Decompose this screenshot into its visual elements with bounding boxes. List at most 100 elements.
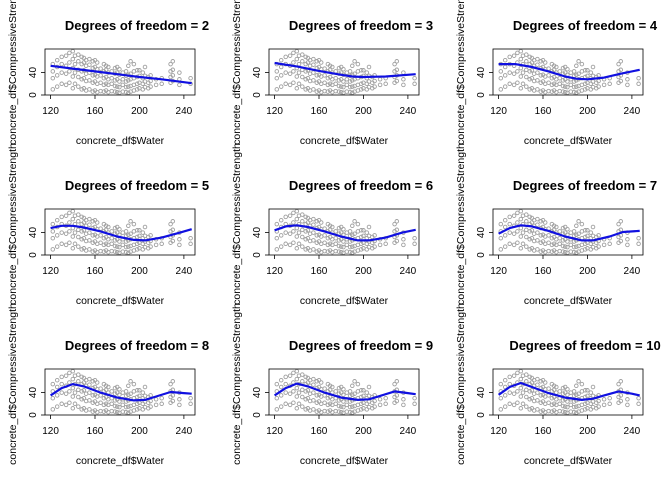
data-point — [518, 56, 524, 62]
data-point — [336, 409, 342, 414]
data-point — [291, 210, 296, 216]
data-point — [366, 64, 372, 70]
data-point — [63, 402, 69, 408]
data-point — [103, 74, 109, 80]
y-axis-label: concrete_df$CompressiveStrength — [231, 303, 243, 465]
data-point — [76, 379, 81, 384]
data-point — [562, 89, 568, 95]
data-point — [518, 385, 524, 391]
data-point — [527, 397, 532, 402]
data-point — [87, 78, 92, 83]
data-point — [314, 249, 320, 254]
data-point — [112, 385, 118, 391]
data-point — [140, 247, 146, 252]
data-point — [588, 81, 594, 87]
data-point — [59, 214, 64, 220]
data-point — [153, 82, 159, 88]
data-point — [294, 48, 300, 54]
data-point — [535, 87, 540, 92]
data-point — [535, 238, 540, 243]
data-point — [123, 239, 129, 244]
data-point — [585, 73, 590, 79]
data-point — [128, 59, 133, 64]
data-point — [538, 249, 544, 254]
data-point — [63, 71, 69, 76]
data-point — [571, 69, 577, 74]
data-point — [148, 84, 153, 89]
data-point — [333, 235, 338, 241]
data-point — [76, 219, 81, 224]
data-point — [557, 75, 562, 81]
data-point — [401, 397, 406, 402]
data-point — [515, 240, 520, 245]
data-point — [291, 80, 296, 85]
data-point — [287, 213, 293, 218]
data-point — [112, 83, 118, 89]
data-point — [109, 241, 114, 247]
data-point — [540, 399, 546, 404]
data-point — [377, 77, 383, 82]
data-point — [291, 60, 296, 65]
data-point — [527, 389, 532, 394]
data-point — [303, 389, 308, 394]
data-point — [568, 402, 574, 408]
data-point — [394, 398, 400, 404]
data-point — [76, 227, 81, 233]
y-tick-label: 40 — [28, 227, 39, 239]
data-point — [278, 84, 284, 89]
data-point — [524, 84, 529, 89]
data-point — [565, 244, 570, 250]
data-point — [123, 89, 129, 95]
data-point — [616, 61, 621, 67]
data-point — [515, 50, 520, 56]
data-point — [92, 57, 98, 63]
data-point — [576, 391, 581, 396]
data-point — [518, 376, 524, 382]
data-point — [518, 406, 524, 411]
data-point — [350, 90, 355, 96]
data-point — [322, 233, 327, 238]
data-point — [300, 74, 305, 80]
panel-6: Degrees of freedom = 7 120 160 200 240 0 40 con… — [455, 143, 657, 307]
fit-line — [498, 224, 640, 242]
data-point — [557, 81, 562, 87]
data-point — [137, 68, 142, 73]
data-point — [314, 400, 320, 405]
data-point — [54, 377, 60, 383]
data-point — [114, 249, 120, 255]
data-point — [588, 87, 594, 92]
data-point — [502, 384, 508, 390]
data-point — [601, 397, 607, 402]
data-point — [327, 74, 333, 80]
data-point — [551, 383, 557, 389]
data-point — [300, 59, 305, 64]
y-axis-label: concrete_df$CompressiveStrength — [455, 303, 467, 465]
data-point — [59, 390, 64, 395]
data-point — [70, 234, 76, 239]
data-point — [515, 80, 520, 85]
data-point — [76, 394, 81, 400]
data-point — [300, 84, 305, 89]
data-point — [101, 409, 107, 414]
data-point — [70, 368, 76, 374]
data-point — [67, 229, 72, 234]
x-tick-label: 200 — [131, 266, 148, 277]
x-tick-label: 120 — [266, 266, 283, 277]
data-point — [294, 74, 300, 79]
data-point — [401, 402, 406, 408]
data-point — [524, 67, 529, 73]
data-point — [549, 75, 555, 81]
plot-box — [268, 208, 420, 256]
data-point — [311, 247, 316, 252]
data-point — [94, 380, 100, 385]
data-point — [59, 401, 64, 407]
data-point — [316, 399, 322, 404]
data-point — [325, 75, 331, 81]
data-point — [278, 404, 284, 409]
data-point — [87, 62, 92, 67]
data-point — [54, 57, 60, 63]
x-axis-label: concrete_df$Water — [300, 135, 389, 147]
data-point — [81, 220, 87, 225]
data-point — [568, 82, 574, 88]
data-point — [535, 56, 540, 62]
